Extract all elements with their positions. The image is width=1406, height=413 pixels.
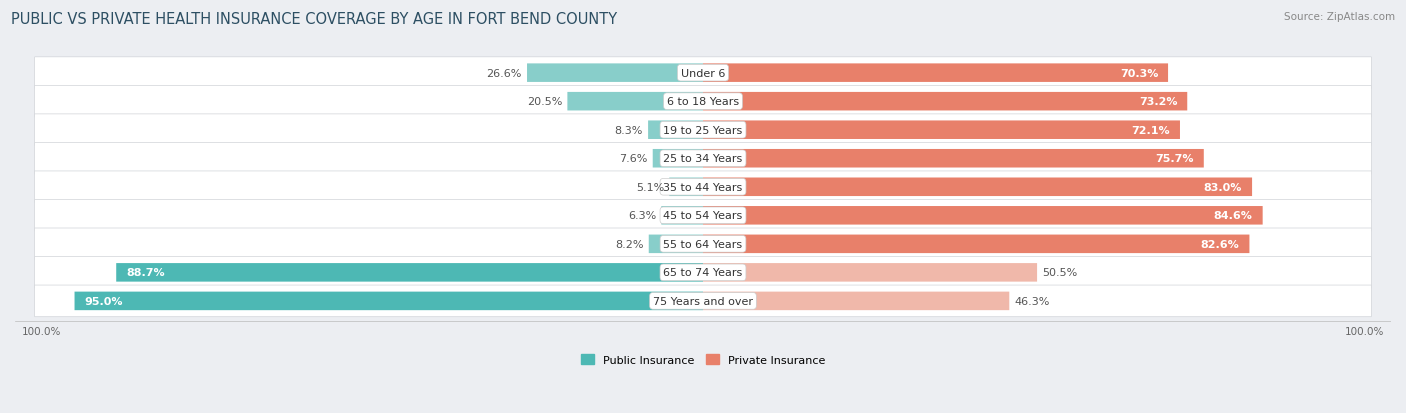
Text: 73.2%: 73.2% [1139,97,1177,107]
Text: 65 to 74 Years: 65 to 74 Years [664,268,742,278]
FancyBboxPatch shape [35,114,1371,146]
FancyBboxPatch shape [117,263,703,282]
FancyBboxPatch shape [703,235,1250,254]
FancyBboxPatch shape [648,235,703,254]
Text: 6 to 18 Years: 6 to 18 Years [666,97,740,107]
Text: 35 to 44 Years: 35 to 44 Years [664,182,742,192]
FancyBboxPatch shape [652,150,703,168]
FancyBboxPatch shape [35,257,1371,289]
Text: 26.6%: 26.6% [486,69,522,78]
Text: 75.7%: 75.7% [1156,154,1194,164]
Text: PUBLIC VS PRIVATE HEALTH INSURANCE COVERAGE BY AGE IN FORT BEND COUNTY: PUBLIC VS PRIVATE HEALTH INSURANCE COVER… [11,12,617,27]
Legend: Public Insurance, Private Insurance: Public Insurance, Private Insurance [578,351,828,368]
Text: 19 to 25 Years: 19 to 25 Years [664,126,742,135]
FancyBboxPatch shape [35,171,1371,203]
Text: 95.0%: 95.0% [84,296,122,306]
Text: 50.5%: 50.5% [1042,268,1077,278]
Text: 5.1%: 5.1% [636,182,664,192]
Text: 46.3%: 46.3% [1015,296,1050,306]
FancyBboxPatch shape [661,206,703,225]
FancyBboxPatch shape [703,93,1187,111]
Text: 25 to 34 Years: 25 to 34 Years [664,154,742,164]
Text: 72.1%: 72.1% [1132,126,1170,135]
Text: 20.5%: 20.5% [527,97,562,107]
FancyBboxPatch shape [35,285,1371,317]
Text: 8.3%: 8.3% [614,126,643,135]
Text: Under 6: Under 6 [681,69,725,78]
FancyBboxPatch shape [703,150,1204,168]
Text: 83.0%: 83.0% [1204,182,1241,192]
FancyBboxPatch shape [703,263,1038,282]
Text: 75 Years and over: 75 Years and over [652,296,754,306]
FancyBboxPatch shape [35,228,1371,260]
FancyBboxPatch shape [75,292,703,311]
Text: 55 to 64 Years: 55 to 64 Years [664,239,742,249]
FancyBboxPatch shape [35,86,1371,118]
FancyBboxPatch shape [703,178,1253,197]
Text: 7.6%: 7.6% [619,154,647,164]
FancyBboxPatch shape [35,200,1371,232]
Text: 70.3%: 70.3% [1119,69,1159,78]
FancyBboxPatch shape [703,121,1180,140]
FancyBboxPatch shape [527,64,703,83]
FancyBboxPatch shape [703,206,1263,225]
FancyBboxPatch shape [648,121,703,140]
FancyBboxPatch shape [703,64,1168,83]
Text: 88.7%: 88.7% [127,268,165,278]
Text: 82.6%: 82.6% [1201,239,1240,249]
FancyBboxPatch shape [669,178,703,197]
Text: 45 to 54 Years: 45 to 54 Years [664,211,742,221]
FancyBboxPatch shape [35,143,1371,175]
FancyBboxPatch shape [568,93,703,111]
Text: 6.3%: 6.3% [628,211,657,221]
Text: 8.2%: 8.2% [614,239,644,249]
FancyBboxPatch shape [703,292,1010,311]
Text: Source: ZipAtlas.com: Source: ZipAtlas.com [1284,12,1395,22]
Text: 84.6%: 84.6% [1213,211,1253,221]
FancyBboxPatch shape [35,58,1371,89]
